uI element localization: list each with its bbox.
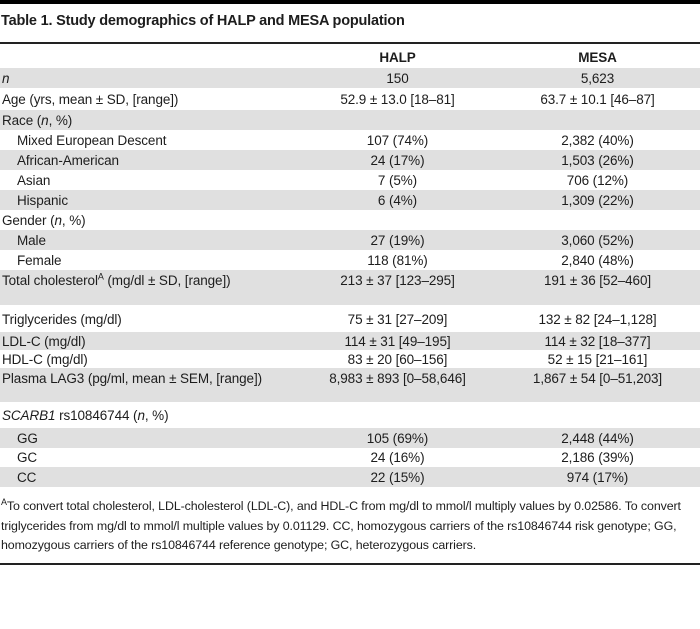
column-header-mesa: MESA: [578, 50, 617, 65]
footnote-marker: A: [97, 271, 104, 282]
row-label-text: , %): [61, 212, 86, 228]
table-row-african-american: African-American 24 (17%) 1,503 (26%): [0, 150, 700, 170]
halp-value: 6 (4%): [377, 192, 418, 208]
mesa-value: 974 (17%): [566, 469, 629, 485]
bottom-rule: [0, 562, 700, 565]
row-label: LDL-C (mg/dl): [2, 333, 86, 349]
table-row-plasma-lag3: Plasma LAG3 (pg/ml, mean ± SEM, [range])…: [0, 368, 700, 402]
gene-name-italic: SCARB1: [2, 408, 56, 423]
mesa-value: 3,060 (52%): [561, 232, 634, 248]
table-row-cc: CC 22 (15%) 974 (17%): [0, 467, 700, 487]
row-label: n: [0, 71, 300, 86]
row-label: Total cholesterolA (mg/dl ± SD, [range]): [0, 271, 300, 288]
halp-value: 52.9 ± 13.0 [18–81]: [340, 91, 455, 107]
mesa-value: 706 (12%): [566, 172, 629, 188]
mesa-value: 1,503 (26%): [561, 152, 634, 168]
table-row-hdl: HDL-C (mg/dl) 83 ± 20 [60–156] 52 ± 15 […: [0, 350, 700, 368]
row-label: Mixed European Descent: [17, 132, 167, 148]
footnote-marker: A: [1, 496, 7, 507]
row-label-italic: n: [137, 408, 145, 423]
halp-value: 118 (81%): [367, 252, 428, 268]
row-label: Male: [17, 232, 46, 248]
row-label: Asian: [17, 172, 51, 188]
demographics-table: HALP MESA n 150 5,623 Age (yrs, mean ± S…: [0, 44, 700, 487]
table-row-n: n 150 5,623: [0, 68, 700, 88]
row-label-text: Gender (: [2, 212, 55, 228]
table-row-hispanic: Hispanic 6 (4%) 1,309 (22%): [0, 190, 700, 210]
halp-value: 27 (19%): [370, 232, 425, 248]
halp-value: 83 ± 20 [60–156]: [347, 351, 448, 367]
row-label: CC: [17, 469, 37, 485]
row-label-text: (mg/dl ± SD, [range]): [103, 273, 231, 288]
table-row-triglycerides: Triglycerides (mg/dl) 75 ± 31 [27–209] 1…: [0, 305, 700, 332]
table-row-race-section: Race (n, %): [0, 110, 700, 130]
halp-value: 8,983 ± 893 [0–58,646]: [329, 371, 466, 386]
halp-value: 75 ± 31 [27–209]: [347, 312, 448, 327]
row-label: HDL-C (mg/dl): [2, 351, 88, 367]
table-top-border: [0, 0, 700, 4]
mesa-value: 114 ± 32 [18–377]: [544, 333, 651, 349]
table-header-row: HALP MESA: [0, 44, 700, 68]
row-label-italic: n: [54, 212, 62, 228]
mesa-value: 132 ± 82 [24–1,128]: [538, 312, 657, 327]
row-label-text: Total cholesterol: [2, 273, 98, 288]
table-row-mixed-european: Mixed European Descent 107 (74%) 2,382 (…: [0, 130, 700, 150]
mesa-value: 2,448 (44%): [561, 430, 634, 446]
table-footnote: ATo convert total cholesterol, LDL-chole…: [1, 497, 699, 556]
mesa-value: 1,867 ± 54 [0–51,203]: [532, 371, 663, 386]
row-label: Plasma LAG3 (pg/ml, mean ± SEM, [range]): [2, 371, 263, 386]
table-row-gg: GG 105 (69%) 2,448 (44%): [0, 428, 700, 448]
row-label-italic: n: [41, 112, 49, 128]
halp-value: 150: [386, 70, 409, 86]
table-row-gc: GC 24 (16%) 2,186 (39%): [0, 448, 700, 467]
footnote-text: To convert total cholesterol, LDL-choles…: [1, 499, 681, 552]
mesa-value: 52 ± 15 [21–161]: [547, 351, 648, 367]
row-label: Race (n, %): [0, 113, 300, 128]
row-label: African-American: [17, 152, 119, 168]
table-row-total-cholesterol: Total cholesterolA (mg/dl ± SD, [range])…: [0, 270, 700, 305]
table-row-male: Male 27 (19%) 3,060 (52%): [0, 230, 700, 250]
mesa-value: 1,309 (22%): [561, 192, 634, 208]
column-header-halp: HALP: [379, 50, 416, 65]
halp-value: 107 (74%): [366, 132, 429, 148]
row-label: Age (yrs, mean ± SD, [range]): [2, 91, 179, 107]
table-row-ldl: LDL-C (mg/dl) 114 ± 31 [49–195] 114 ± 32…: [0, 332, 700, 350]
halp-value: 24 (17%): [370, 152, 425, 168]
mesa-value: 2,186 (39%): [561, 450, 634, 465]
title-rule: [0, 42, 700, 44]
halp-value: 24 (16%): [370, 450, 425, 465]
mesa-value: 2,382 (40%): [561, 132, 634, 148]
row-label-italic: n: [2, 70, 10, 86]
row-label: Hispanic: [17, 192, 68, 208]
mesa-value: 2,840 (48%): [561, 252, 634, 268]
row-label-text: , %): [48, 112, 73, 128]
table-row-gender-section: Gender (n, %): [0, 210, 700, 230]
mesa-value: 191 ± 36 [52–460]: [543, 273, 652, 288]
row-label: SCARB1 rs10846744 (n, %): [0, 408, 300, 423]
halp-value: 114 ± 31 [49–195]: [344, 333, 451, 349]
row-label-text: rs10846744 (: [55, 408, 138, 423]
halp-value: 22 (15%): [370, 469, 425, 485]
row-label: GC: [17, 450, 38, 465]
halp-value: 7 (5%): [377, 172, 418, 188]
row-label-text: , %): [144, 408, 169, 423]
table-row-female: Female 118 (81%) 2,840 (48%): [0, 250, 700, 270]
row-label: Gender (n, %): [0, 213, 300, 228]
table-row-scarb1-section: SCARB1 rs10846744 (n, %): [0, 402, 700, 428]
mesa-value: 5,623: [580, 70, 615, 86]
row-label: GG: [17, 430, 38, 446]
table-row-asian: Asian 7 (5%) 706 (12%): [0, 170, 700, 190]
table-row-age: Age (yrs, mean ± SD, [range]) 52.9 ± 13.…: [0, 88, 700, 110]
row-label: Female: [17, 252, 62, 268]
mesa-value: 63.7 ± 10.1 [46–87]: [540, 91, 655, 107]
row-label: Triglycerides (mg/dl): [2, 312, 122, 327]
row-label-text: Race (: [2, 112, 42, 128]
table-title: Table 1. Study demographics of HALP and …: [1, 13, 405, 29]
halp-value: 213 ± 37 [123–295]: [340, 273, 455, 288]
halp-value: 105 (69%): [366, 430, 429, 446]
